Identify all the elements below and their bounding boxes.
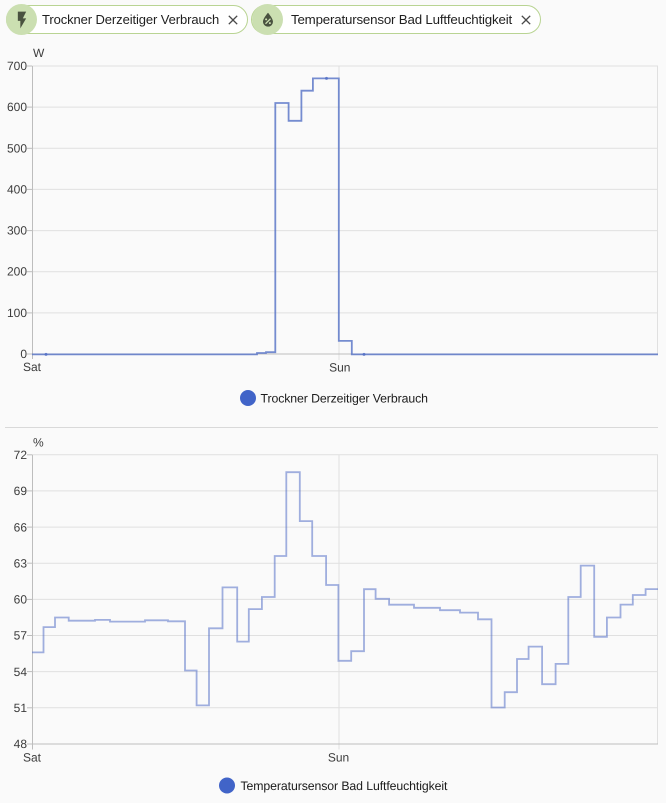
svg-text:51: 51: [14, 701, 28, 715]
svg-text:60: 60: [14, 593, 28, 607]
svg-text:69: 69: [14, 484, 28, 498]
svg-text:72: 72: [14, 448, 28, 462]
svg-text:66: 66: [14, 520, 28, 534]
svg-text:%: %: [33, 436, 44, 450]
svg-text:300: 300: [7, 224, 27, 238]
svg-text:600: 600: [7, 100, 27, 114]
svg-text:63: 63: [14, 556, 28, 570]
svg-text:Sun: Sun: [329, 361, 350, 375]
svg-text:48: 48: [14, 737, 28, 751]
svg-text:200: 200: [7, 265, 27, 279]
svg-text:700: 700: [7, 59, 27, 73]
svg-text:0: 0: [20, 347, 27, 361]
svg-text:57: 57: [14, 629, 28, 643]
svg-text:Sat: Sat: [23, 360, 42, 374]
svg-text:Sun: Sun: [328, 751, 349, 765]
svg-text:100: 100: [7, 306, 27, 320]
svg-text:Sat: Sat: [23, 751, 42, 765]
svg-text:54: 54: [14, 665, 28, 679]
svg-text:400: 400: [7, 182, 27, 196]
svg-text:500: 500: [7, 141, 27, 155]
svg-text:Temperatursensor Bad Luftfeuch: Temperatursensor Bad Luftfeuchtigkeit: [241, 779, 449, 793]
svg-text:Trockner Derzeitiger Verbrauch: Trockner Derzeitiger Verbrauch: [261, 392, 429, 406]
svg-text:W: W: [33, 46, 45, 60]
